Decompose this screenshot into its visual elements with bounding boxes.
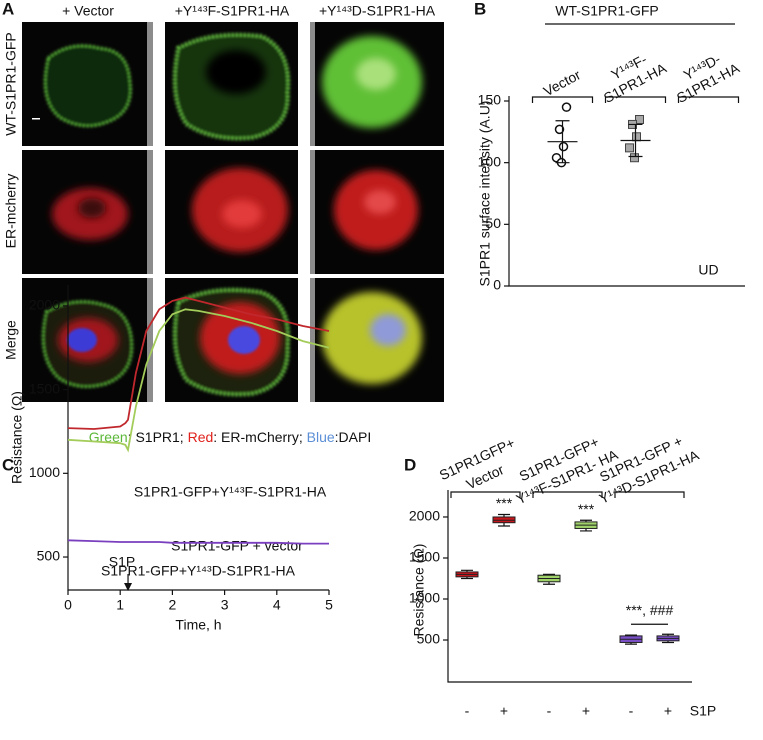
series-label: S1PR1-GFP + vector — [171, 538, 303, 554]
annotation: UD — [698, 262, 718, 278]
annotation: S1P — [109, 554, 135, 570]
y-axis-label: Resistance (Ω) — [411, 544, 427, 637]
data-point — [632, 132, 641, 142]
significance-label: *** — [578, 501, 595, 517]
tile — [310, 150, 444, 274]
data-point — [554, 124, 565, 135]
group-bracket — [614, 491, 685, 498]
y-tick-label: 500 — [417, 631, 441, 647]
tile — [22, 150, 153, 274]
panel-label: D — [404, 455, 416, 474]
tile — [22, 22, 153, 146]
category-bracket — [531, 96, 594, 103]
row-label: Merge — [3, 320, 19, 360]
column-header: +Y¹⁴³F-S1PR1-HA — [175, 3, 290, 19]
y-axis-label: Resistance (Ω) — [9, 391, 25, 484]
x-tick-label: - — [547, 703, 552, 719]
y-axis-label: S1PR1 surface intensity (A.U) — [477, 101, 493, 287]
tile — [310, 22, 444, 146]
significance-label: *** — [496, 495, 513, 511]
x-tick-label: 5 — [325, 597, 333, 613]
y-tick-label: 0 — [493, 277, 501, 293]
group-bracket — [450, 491, 521, 498]
y-tick-label: 1000 — [409, 590, 440, 606]
row-label: ER-mcherry — [3, 174, 19, 249]
column-header: +Y¹⁴³D-S1PR1-HA — [319, 3, 436, 19]
caption: Green: S1PR1; Red: ER-mCherry; Blue:DAPI — [89, 429, 371, 445]
x-tick-label: - — [629, 703, 634, 719]
comparison-label: ***, ### — [626, 602, 674, 618]
series-label: S1PR1-GFP+Y¹⁴³D-S1PR1-HA — [101, 563, 296, 579]
tile — [165, 278, 298, 402]
micrographs — [22, 22, 444, 402]
row-label: WT-S1PR1-GFP — [3, 32, 19, 135]
category-bracket — [604, 96, 667, 103]
data-point — [635, 115, 644, 124]
tile — [22, 278, 153, 402]
data-point — [558, 141, 569, 152]
caption-segment: Red — [188, 429, 214, 445]
panel-label: B — [474, 0, 486, 18]
panel-label: C — [2, 455, 14, 474]
series-line — [67, 296, 330, 430]
error-bar — [555, 120, 570, 164]
axis — [447, 490, 692, 683]
x-tick-label: 4 — [273, 597, 281, 613]
group-bracket — [532, 491, 603, 498]
x-tick-label: + — [582, 703, 590, 719]
tile — [165, 150, 298, 274]
caption-segment: Green — [89, 429, 128, 445]
caption-segment: :DAPI — [335, 429, 372, 445]
x-tick-label: - — [465, 703, 470, 719]
y-tick-label: 150 — [478, 92, 502, 108]
x-tick-label: + — [500, 703, 508, 719]
data-point — [561, 102, 572, 112]
error-bar — [628, 123, 643, 158]
series-line — [67, 539, 329, 545]
y-tick-label: 2000 — [29, 297, 60, 313]
category-bracket — [677, 96, 740, 103]
caption-segment: Blue — [307, 429, 335, 445]
category-label: Vector — [541, 66, 584, 99]
column-header: + Vector — [62, 3, 114, 19]
y-tick-label: 1500 — [29, 380, 60, 396]
chart-title: WT-S1PR1-GFP — [555, 3, 658, 19]
series-line — [67, 308, 330, 453]
x-tick-label: 3 — [221, 597, 229, 613]
series-label: S1PR1-GFP+Y¹⁴³F-S1PR1-HA — [134, 484, 327, 500]
x-tick-label: 1 — [116, 597, 124, 613]
panel-label: A — [2, 0, 14, 18]
annotation-arrowhead — [124, 583, 133, 591]
tile — [165, 22, 298, 146]
y-tick-label: 500 — [37, 548, 61, 564]
y-tick-label: 100 — [478, 153, 502, 169]
x-tick-label: 0 — [64, 597, 72, 613]
tile — [310, 278, 444, 402]
data-point — [630, 153, 639, 163]
y-tick-label: 2000 — [409, 508, 440, 524]
y-tick-label: 50 — [485, 215, 501, 231]
x-axis-label: S1P — [690, 703, 716, 719]
x-axis-label: Time, h — [175, 617, 221, 633]
caption-segment: : ER-mCherry; — [213, 429, 306, 445]
y-tick-label: 1500 — [409, 549, 440, 565]
data-point — [625, 143, 634, 153]
y-tick-label: 1000 — [29, 464, 60, 480]
x-tick-label: 2 — [169, 597, 177, 613]
x-tick-label: + — [664, 703, 672, 719]
axis — [508, 96, 745, 287]
caption-segment: : S1PR1; — [128, 429, 188, 445]
